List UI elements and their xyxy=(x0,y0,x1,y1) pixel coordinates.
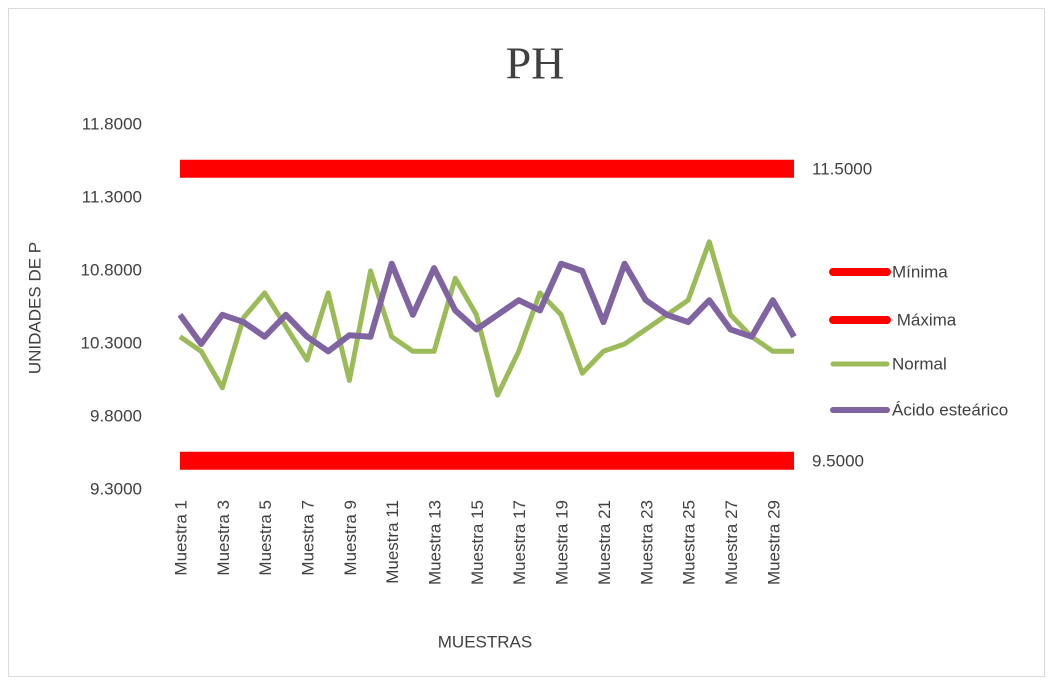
y-axis-label: UNIDADES DE P xyxy=(25,242,44,374)
x-tick-label: Muestra 27 xyxy=(722,500,741,585)
legend-label: Ácido esteárico xyxy=(892,400,1008,419)
x-tick-label: Muestra 11 xyxy=(383,500,402,584)
y-tick-label: 11.3000 xyxy=(82,187,142,206)
x-tick-label: Muestra 25 xyxy=(680,500,699,585)
y-tick-label: 10.3000 xyxy=(81,333,142,352)
x-tick-label: Muestra 29 xyxy=(764,500,783,585)
x-tick-label: Muestra 9 xyxy=(341,500,360,576)
x-tick-label: Muestra 1 xyxy=(171,500,190,576)
chart-border xyxy=(8,8,1045,677)
x-tick-label: Muestra 7 xyxy=(299,500,318,576)
chart-title: PH xyxy=(506,38,565,89)
x-tick-label: Muestra 23 xyxy=(637,500,656,585)
y-tick-label: 10.8000 xyxy=(81,260,142,279)
legend-label: Normal xyxy=(892,354,947,373)
x-tick-label: Muestra 3 xyxy=(214,500,233,576)
x-tick-label: Muestra 21 xyxy=(595,500,614,585)
x-axis-label: MUESTRAS xyxy=(438,632,532,651)
y-tick-label: 11.8000 xyxy=(82,114,142,133)
x-tick-label: Muestra 17 xyxy=(510,500,529,585)
x-tick-label: Muestra 15 xyxy=(468,500,487,585)
series-line xyxy=(177,260,797,355)
data-label: 9.5000 xyxy=(812,451,864,470)
legend-label: Mínima xyxy=(892,262,948,281)
data-label: 11.5000 xyxy=(812,159,872,178)
x-tick-label: Muestra 13 xyxy=(426,500,445,585)
x-tick-label: Muestra 19 xyxy=(553,500,572,585)
x-tick-label: Muestra 5 xyxy=(256,500,275,576)
legend-label: Máxima xyxy=(892,310,957,329)
y-tick-label: 9.3000 xyxy=(90,479,142,498)
y-tick-label: 9.8000 xyxy=(90,406,142,425)
